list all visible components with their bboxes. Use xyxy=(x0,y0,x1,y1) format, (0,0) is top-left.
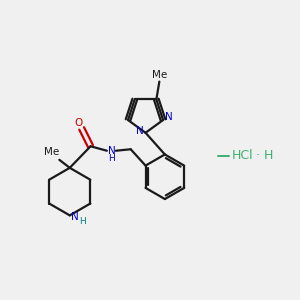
Text: N: N xyxy=(136,126,144,136)
Text: Me: Me xyxy=(152,70,167,80)
Text: H: H xyxy=(79,218,86,226)
Text: · H: · H xyxy=(256,149,273,162)
Text: N: N xyxy=(165,112,173,122)
Text: Me: Me xyxy=(44,147,59,157)
Text: N: N xyxy=(71,212,79,222)
Text: H: H xyxy=(109,154,115,163)
Text: HCl: HCl xyxy=(231,149,253,162)
Text: O: O xyxy=(75,118,83,128)
Text: N: N xyxy=(107,146,115,156)
